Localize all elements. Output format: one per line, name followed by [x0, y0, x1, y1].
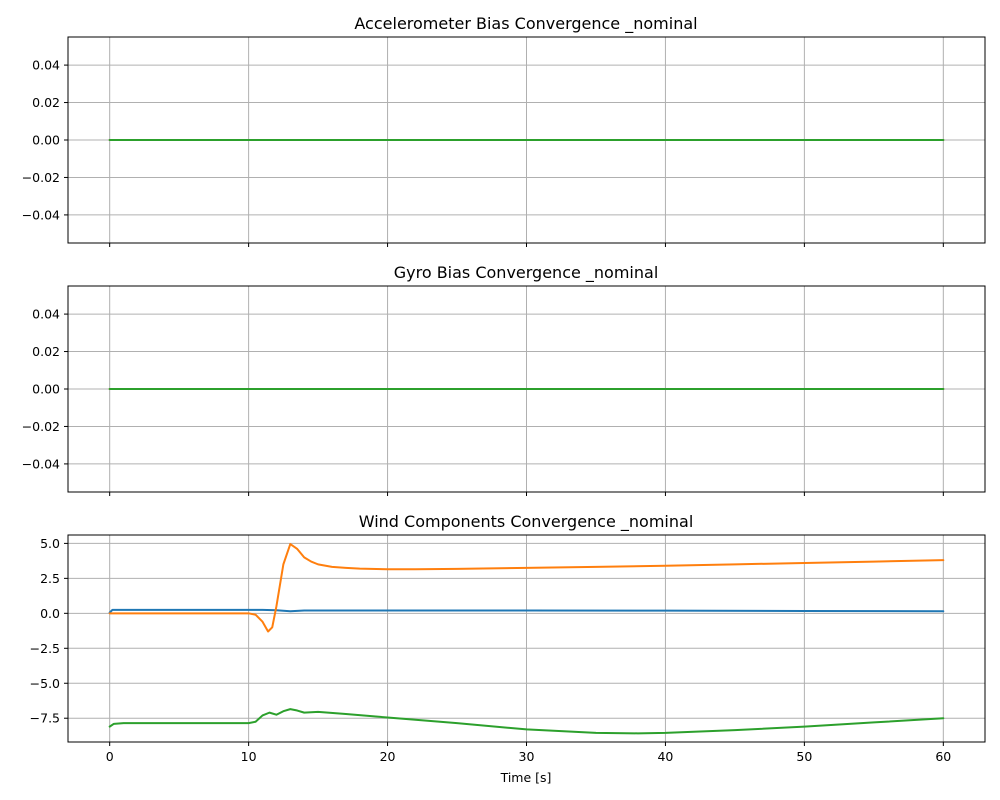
gyro-bias-panel: Gyro Bias Convergence _nominal −0.04 −0.0… — [22, 263, 986, 496]
wind-components-panel: Wind Components Convergence _nominal Tim… — [30, 512, 986, 785]
x-tick-label: 0 — [106, 749, 114, 764]
x-tick-label: 40 — [657, 749, 673, 764]
y-tick-label: 0.0 — [40, 606, 60, 621]
y-tick-label: 0.02 — [32, 95, 60, 110]
y-tick-label: −0.02 — [22, 170, 60, 185]
y-tick-label: 0.04 — [32, 307, 60, 322]
y-tick-label: −0.04 — [22, 207, 60, 222]
y-tick-label: −2.5 — [30, 641, 60, 656]
y-tick-label: 0.00 — [32, 133, 60, 148]
y-tick-label: −7.5 — [30, 711, 60, 726]
x-tick-label: 50 — [796, 749, 812, 764]
y-tick-label: −5.0 — [30, 676, 60, 691]
x-tick-label: 60 — [935, 749, 951, 764]
accelerometer-bias-title: Accelerometer Bias Convergence _nominal — [354, 14, 697, 34]
series-line-1 — [108, 608, 945, 614]
y-tick-label: 5.0 — [40, 536, 60, 551]
series-line-3 — [108, 708, 945, 735]
x-tick-label: 30 — [519, 749, 535, 764]
y-tick-label: 2.5 — [40, 571, 60, 586]
y-tick-label: 0.00 — [32, 382, 60, 397]
y-tick-label: −0.04 — [22, 456, 60, 471]
accelerometer-bias-panel: Accelerometer Bias Convergence _nominal … — [22, 14, 986, 247]
y-tick-label: 0.02 — [32, 344, 60, 359]
gyro-bias-title: Gyro Bias Convergence _nominal — [394, 263, 659, 283]
wind-components-title: Wind Components Convergence _nominal — [359, 512, 694, 532]
series-line-2 — [108, 543, 945, 633]
y-tick-label: −0.02 — [22, 419, 60, 434]
x-tick-label: 20 — [380, 749, 396, 764]
x-axis-label: Time [s] — [500, 770, 552, 785]
x-tick-label: 10 — [241, 749, 257, 764]
y-tick-label: 0.04 — [32, 58, 60, 73]
